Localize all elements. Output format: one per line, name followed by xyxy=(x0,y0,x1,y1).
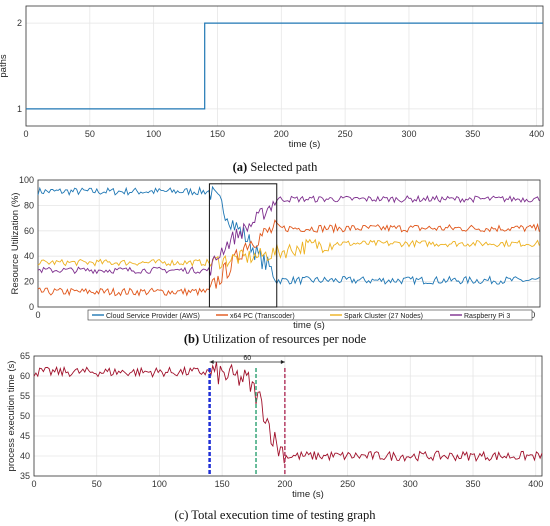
caption-b-letter: (b) xyxy=(183,332,200,346)
highlight-box xyxy=(208,183,278,308)
x-tick-label: 0 xyxy=(23,129,28,139)
caption-b: (b) Utilization of resources per node xyxy=(0,332,550,347)
x-tick-label: 0 xyxy=(31,479,36,489)
y-tick-label: 80 xyxy=(24,200,34,210)
x-tick-label: 300 xyxy=(403,479,418,489)
caption-a-letter: (a) xyxy=(232,160,248,174)
x-tick-label: 50 xyxy=(85,129,95,139)
x-tick-label: 250 xyxy=(340,479,355,489)
y-tick-label: 40 xyxy=(24,251,34,261)
chart-b: 050100150200250300350400020406080100time… xyxy=(10,175,541,331)
series-line-b-1 xyxy=(37,219,540,297)
x-axis-label: time (s) xyxy=(292,489,324,500)
plot-frame xyxy=(25,5,544,127)
legend-label: Cloud Service Provider (AWS) xyxy=(106,313,200,320)
series-line-b-0 xyxy=(37,185,540,286)
x-tick-label: 250 xyxy=(338,129,353,139)
chart-c: 0 50 100 150 200 250 300 350 400 35 40 45 50 55 60 65 ti… xyxy=(6,351,543,500)
x-axis-label: time (s) xyxy=(289,139,321,150)
caption-a: (a) Selected path xyxy=(0,160,550,175)
plot-frame xyxy=(37,179,541,308)
caption-c: (c) Total execution time of testing grap… xyxy=(0,508,550,523)
legend-label: x64 PC (Transcoder) xyxy=(230,313,295,320)
y-tick-label: 45 xyxy=(20,431,30,441)
chart-a: 0 50 100 150 200 250 300 350 400 1 2 time (s) paths xyxy=(0,5,544,150)
legend-label: Spark Cluster (27 Nodes) xyxy=(344,313,423,320)
annotation-label: 60 xyxy=(243,355,251,362)
legend-label: Raspberry Pi 3 xyxy=(464,313,510,320)
x-tick-label: 150 xyxy=(215,479,230,489)
x-tick-label: 400 xyxy=(528,479,543,489)
y-tick-label: 100 xyxy=(19,175,34,185)
y-tick-label: 40 xyxy=(20,451,30,461)
caption-b-text: Utilization of resources per node xyxy=(202,332,367,346)
x-tick-label: 200 xyxy=(277,479,292,489)
y-tick-label: 60 xyxy=(24,226,34,236)
y-tick-label: 35 xyxy=(20,471,30,481)
x-tick-label: 350 xyxy=(465,129,480,139)
caption-c-text: (c) Total execution time of testing grap… xyxy=(174,508,376,522)
series-line-a-0 xyxy=(26,22,543,110)
y-tick-label: 1 xyxy=(17,104,22,114)
plot-frame xyxy=(33,355,543,477)
series-line-c-0 xyxy=(33,361,543,464)
legend: Cloud Service Provider (AWS) x64 PC (Tran… xyxy=(87,309,533,321)
y-tick-label: 20 xyxy=(24,277,34,287)
y-axis-label: paths xyxy=(0,54,9,77)
y-axis-label: process execution time (s) xyxy=(6,361,17,472)
y-tick-label: 60 xyxy=(20,371,30,381)
x-tick-label: 0 xyxy=(35,310,40,320)
x-tick-label: 150 xyxy=(210,129,225,139)
x-tick-label: 50 xyxy=(92,479,102,489)
y-axis-label: Resource Utilization (%) xyxy=(10,193,21,295)
y-tick-label: 65 xyxy=(20,351,30,361)
y-tick-label: 0 xyxy=(29,302,34,312)
x-tick-label: 300 xyxy=(401,129,416,139)
x-tick-label: 350 xyxy=(465,479,480,489)
y-tick-label: 55 xyxy=(20,391,30,401)
legend-box xyxy=(87,309,533,321)
series-line-b-2 xyxy=(37,238,540,270)
x-tick-label: 400 xyxy=(529,129,544,139)
y-tick-label: 2 xyxy=(17,18,22,28)
x-axis-label: time (s) xyxy=(293,320,325,331)
x-tick-label: 200 xyxy=(274,129,289,139)
x-tick-label: 100 xyxy=(152,479,167,489)
series-line-b-3 xyxy=(37,194,540,276)
x-tick-label: 100 xyxy=(146,129,161,139)
y-tick-label: 50 xyxy=(20,411,30,421)
caption-a-text: Selected path xyxy=(250,160,318,174)
